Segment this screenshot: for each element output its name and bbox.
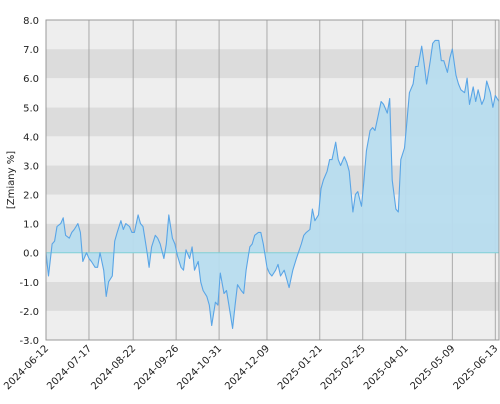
y-tick-label: 2.0 (23, 191, 39, 202)
background-band (46, 281, 499, 311)
y-axis-label: [Zmiany %] (6, 151, 17, 209)
x-tick-label: 2025-05-09 (409, 343, 458, 392)
series-area (46, 40, 499, 329)
x-tick-label: 2025-06-13 (452, 343, 500, 392)
y-tick-label: 1.0 (23, 220, 39, 231)
area-series (46, 40, 499, 329)
x-tick-label: 2024-10-31 (175, 343, 224, 392)
y-tick-label: 0.0 (23, 249, 39, 260)
background-band (46, 310, 499, 340)
x-tick-label: 2024-12-09 (223, 343, 272, 392)
plot-frame (45, 19, 500, 341)
y-tick-label: 6.0 (23, 74, 39, 85)
x-tick-label: 2025-04-01 (362, 343, 411, 392)
x-axis-ticks: 2024-06-122024-07-172024-08-222024-09-26… (2, 343, 500, 392)
y-tick-label: 3.0 (23, 161, 39, 172)
y-tick-label: -3.0 (19, 336, 39, 347)
x-tick-label: 2024-08-22 (89, 343, 138, 392)
x-tick-label: 2024-06-12 (2, 343, 51, 392)
y-tick-label: 7.0 (23, 45, 39, 56)
y-tick-label: -1.0 (19, 278, 39, 289)
series-line (45, 39, 500, 329)
y-axis-ticks: -3.0 -2.0 -1.0 0.0 1.0 2.0 3.0 4.0 5.0 6.0 7.0 8.0 (19, 16, 39, 347)
y-tick-label: 4.0 (23, 132, 39, 143)
y-tick-label: 5.0 (23, 103, 39, 114)
x-tick-label: 2025-02-25 (319, 343, 368, 392)
x-tick-label: 2025-01-21 (276, 343, 325, 392)
x-tick-label: 2024-09-26 (132, 343, 181, 392)
y-tick-label: 8.0 (23, 16, 39, 27)
background-band (46, 20, 499, 50)
x-tick-label: 2024-07-17 (45, 343, 94, 392)
y-tick-label: -2.0 (19, 307, 39, 318)
line-series (45, 39, 500, 329)
